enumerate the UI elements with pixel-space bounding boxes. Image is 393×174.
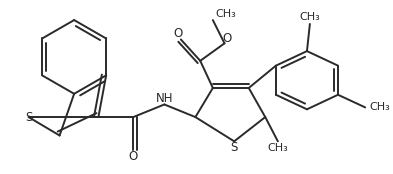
Text: NH: NH xyxy=(156,92,173,105)
Text: S: S xyxy=(25,110,32,124)
Text: CH₃: CH₃ xyxy=(299,12,320,22)
Text: O: O xyxy=(129,150,138,163)
Text: CH₃: CH₃ xyxy=(216,9,237,19)
Text: S: S xyxy=(231,141,238,154)
Text: CH₃: CH₃ xyxy=(268,143,288,153)
Text: O: O xyxy=(173,27,183,40)
Text: CH₃: CH₃ xyxy=(369,102,390,112)
Text: O: O xyxy=(223,32,232,45)
